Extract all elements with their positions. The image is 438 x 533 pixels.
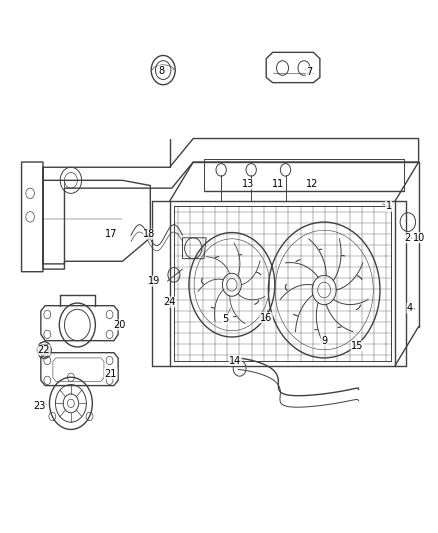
Text: 8: 8: [158, 66, 164, 76]
Text: 18: 18: [143, 229, 155, 239]
Text: 23: 23: [33, 401, 46, 411]
Text: 9: 9: [321, 336, 327, 346]
Text: 11: 11: [272, 179, 284, 189]
Text: 7: 7: [306, 67, 312, 77]
Text: 19: 19: [148, 276, 160, 286]
Text: 12: 12: [307, 179, 319, 189]
Text: 14: 14: [229, 356, 241, 366]
Text: 5: 5: [223, 314, 229, 324]
Text: 20: 20: [113, 320, 126, 330]
Text: 21: 21: [105, 369, 117, 378]
Text: 13: 13: [242, 179, 254, 189]
Text: 10: 10: [413, 233, 425, 243]
Text: 24: 24: [163, 297, 176, 307]
Text: 16: 16: [260, 313, 272, 322]
Text: 4: 4: [407, 303, 413, 313]
Text: 2: 2: [405, 233, 411, 243]
Text: 1: 1: [385, 201, 392, 212]
Text: 17: 17: [105, 229, 117, 239]
Text: 22: 22: [38, 345, 50, 355]
Text: 15: 15: [351, 341, 364, 351]
